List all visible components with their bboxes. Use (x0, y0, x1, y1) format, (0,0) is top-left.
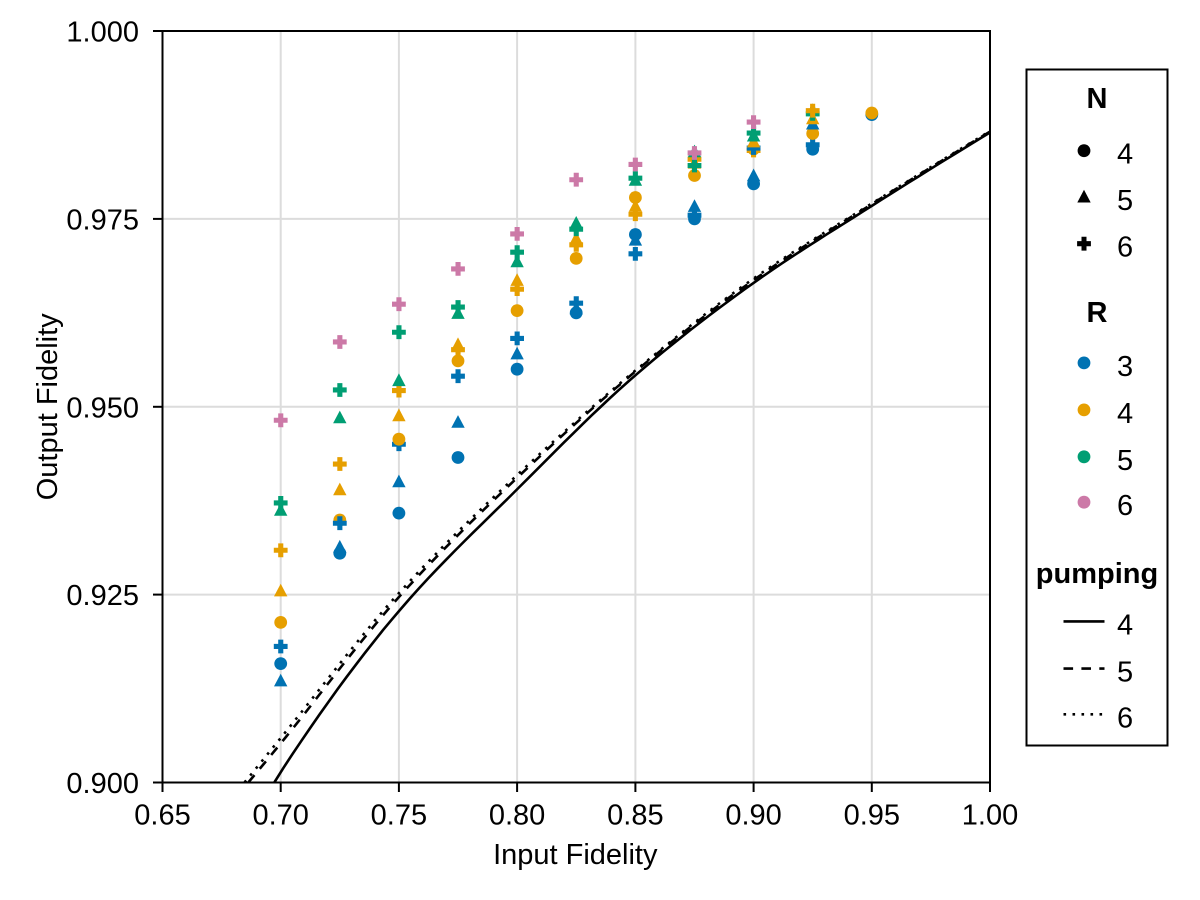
svg-text:5: 5 (1117, 445, 1133, 477)
svg-text:0.95: 0.95 (844, 800, 900, 832)
svg-text:0.900: 0.900 (66, 768, 139, 800)
svg-text:4: 4 (1117, 609, 1133, 641)
svg-text:1.00: 1.00 (962, 800, 1018, 832)
svg-text:4: 4 (1117, 139, 1133, 171)
svg-text:0.70: 0.70 (252, 800, 308, 832)
svg-text:Input Fidelity: Input Fidelity (493, 839, 658, 871)
svg-text:pumping: pumping (1036, 558, 1158, 590)
svg-text:0.65: 0.65 (134, 800, 190, 832)
svg-text:5: 5 (1117, 185, 1133, 217)
svg-text:5: 5 (1117, 657, 1133, 689)
svg-text:6: 6 (1117, 702, 1133, 734)
svg-text:N: N (1087, 83, 1108, 115)
svg-text:6: 6 (1117, 232, 1133, 264)
svg-text:0.950: 0.950 (66, 392, 139, 424)
svg-text:Output Fidelity: Output Fidelity (32, 313, 64, 500)
svg-text:1.000: 1.000 (66, 17, 139, 49)
svg-text:0.75: 0.75 (371, 800, 427, 832)
svg-text:0.975: 0.975 (66, 204, 139, 236)
svg-text:0.90: 0.90 (725, 800, 781, 832)
svg-text:4: 4 (1117, 398, 1133, 430)
svg-text:0.80: 0.80 (489, 800, 545, 832)
svg-text:6: 6 (1117, 490, 1133, 522)
svg-text:0.85: 0.85 (607, 800, 663, 832)
svg-text:R: R (1087, 297, 1108, 329)
svg-text:0.925: 0.925 (66, 580, 139, 612)
svg-text:3: 3 (1117, 351, 1133, 383)
